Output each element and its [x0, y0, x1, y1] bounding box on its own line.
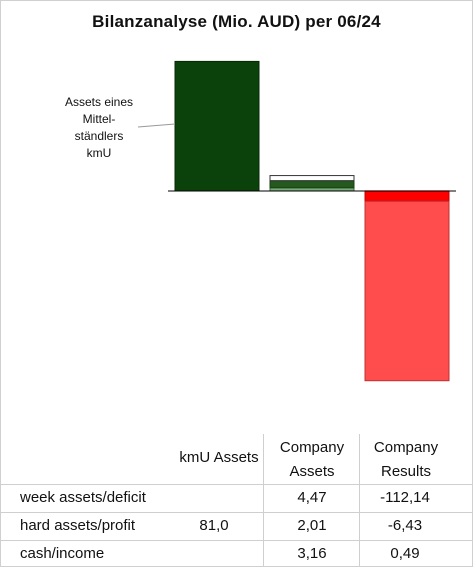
column-header-company-results-line1: Company — [373, 439, 439, 456]
annotation-leader-line — [137, 123, 176, 128]
column-header-company-results: Company Results — [360, 436, 452, 484]
table-row: week assets/deficit 4,47 -112,14 — [0, 484, 473, 513]
row-label: week assets/deficit — [20, 489, 146, 506]
bar-results-profit — [364, 190, 450, 202]
column-divider — [359, 434, 360, 567]
cell-company-assets: 3,16 — [297, 545, 327, 562]
table-row: hard assets/profit 81,0 2,01 -6,43 — [0, 512, 473, 541]
column-divider — [263, 434, 264, 567]
cell-company-results: -6,43 — [387, 517, 423, 534]
column-header-company-assets-line1: Company — [279, 439, 345, 456]
annotation-label: Assets eines Mittel- ständlers kmU — [64, 95, 134, 160]
bar-results-deficit — [364, 200, 450, 382]
table-row: cash/income 3,16 0,49 — [0, 540, 473, 569]
column-header-company-assets-line2: Assets — [289, 463, 335, 480]
row-label: cash/income — [20, 545, 105, 562]
chart-title: Bilanzanalyse (Mio. AUD) per 06/24 — [92, 12, 381, 31]
column-header-kmu-line1: kmU Assets — [179, 449, 259, 466]
cell-company-results: 0,49 — [390, 545, 420, 562]
bar-chart — [137, 60, 456, 382]
column-header-company-results-line2: Results — [380, 463, 432, 480]
cell-kmu: 81,0 — [199, 517, 229, 534]
cell-company-results: -112,14 — [380, 489, 430, 506]
cell-company-assets: 2,01 — [297, 517, 327, 534]
bar-company-cash — [269, 175, 355, 182]
column-header-kmu: kmU Assets — [170, 446, 268, 470]
row-label: hard assets/profit — [20, 517, 136, 534]
column-header-company-assets: Company Assets — [264, 436, 360, 484]
cell-company-assets: 4,47 — [297, 489, 327, 506]
bar-company-week-assets — [269, 180, 355, 189]
bar-kmu-hard-assets — [174, 60, 260, 192]
